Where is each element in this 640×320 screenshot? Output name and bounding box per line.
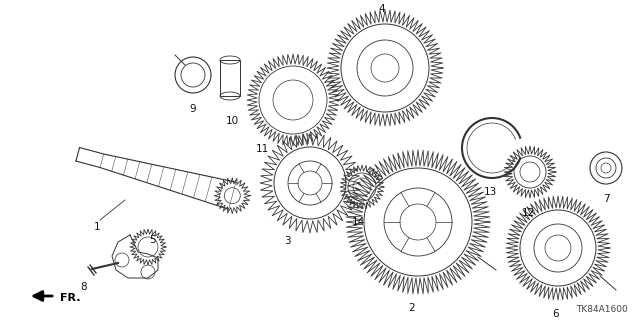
Text: 1: 1: [93, 222, 100, 232]
Text: 10: 10: [225, 116, 239, 126]
Text: 9: 9: [189, 104, 196, 114]
Text: 7: 7: [603, 194, 609, 204]
Text: FR.: FR.: [60, 293, 81, 303]
Text: 8: 8: [81, 282, 87, 292]
Text: 2: 2: [409, 303, 415, 313]
Text: 6: 6: [553, 309, 559, 319]
Text: 4: 4: [379, 4, 385, 14]
Text: 11: 11: [255, 144, 269, 154]
Text: 14: 14: [351, 217, 365, 227]
Text: 12: 12: [522, 208, 534, 218]
Text: 3: 3: [284, 236, 291, 246]
Text: 13: 13: [483, 187, 497, 197]
Text: TK84A1600: TK84A1600: [576, 305, 628, 314]
Bar: [220, 60, 240, 96]
Text: 5: 5: [150, 235, 156, 245]
